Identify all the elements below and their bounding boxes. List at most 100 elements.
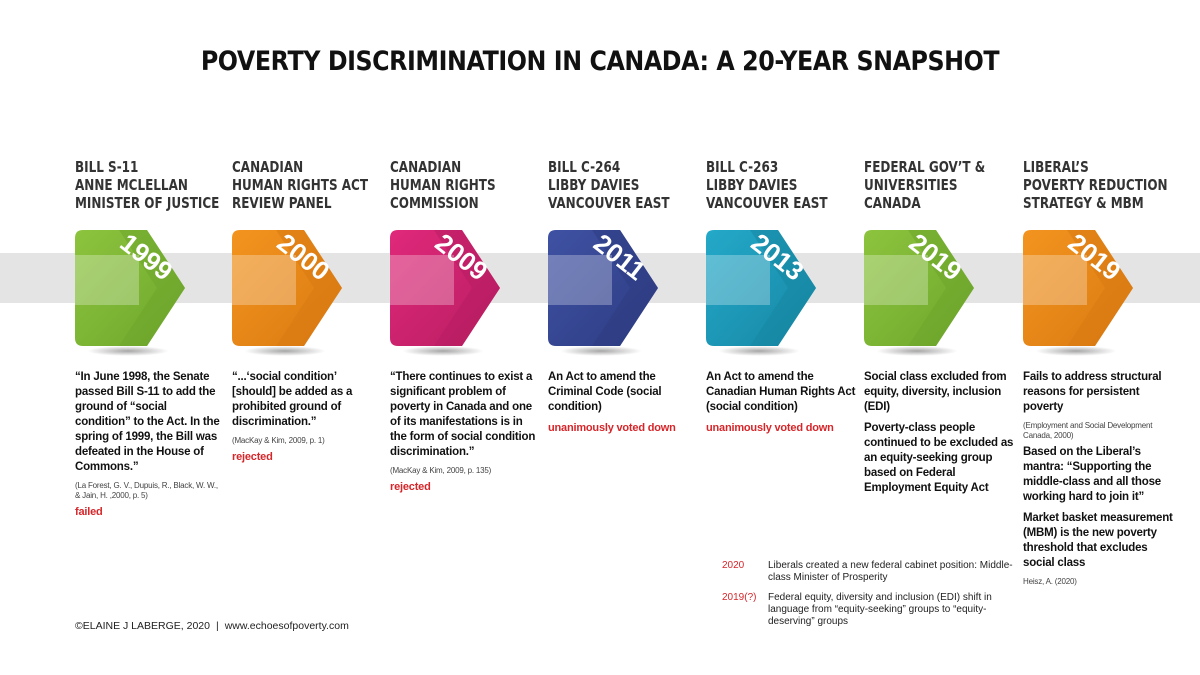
entry-heading: CANADIAN HUMAN RIGHTS COMMISSION (390, 158, 519, 218)
year-arrow-tile: 1999 (75, 230, 185, 346)
tile-band-overlay (390, 255, 454, 305)
tile-shadow (1035, 346, 1117, 356)
entry-heading: CANADIAN HUMAN RIGHTS ACT REVIEW PANEL (232, 158, 369, 218)
year-arrow-tile: 2000 (232, 230, 342, 346)
tile-fold (276, 230, 342, 346)
heading-line: ANNE MCLELLAN (75, 176, 188, 194)
entry-body: “...‘social condition’ [should] be added… (232, 370, 382, 465)
note-year: 2020 (722, 560, 745, 571)
heading-line: UNIVERSITIES (864, 176, 958, 194)
heading-line: CANADIAN (390, 158, 462, 176)
tile-shadow (402, 346, 484, 356)
heading-line: BILL C-264 (548, 158, 621, 176)
entry-body: “There continues to exist a significant … (390, 370, 540, 495)
website-link[interactable]: www.echoesofpoverty.com (224, 620, 349, 632)
tile-shadow (718, 346, 800, 356)
heading-line: POVERTY REDUCTION (1023, 176, 1168, 194)
tile-band-overlay (706, 255, 770, 305)
heading-line: BILL C-263 (706, 158, 779, 176)
heading-line: LIBBY DAVIES (548, 176, 640, 194)
heading-line: HUMAN RIGHTS (390, 176, 496, 194)
body-paragraph: Social class excluded from equity, diver… (864, 371, 1007, 413)
entry-heading: LIBERAL’S POVERTY REDUCTION STRATEGY & MBM (1023, 158, 1168, 218)
heading-line: MINISTER OF JUSTICE (75, 194, 220, 212)
tile-band-overlay (548, 255, 612, 305)
entry-body: An Act to amend the Canadian Human Right… (706, 370, 856, 436)
heading-line: LIBERAL’S (1023, 158, 1089, 176)
entry-heading: BILL S-11 ANNE MCLELLAN MINISTER OF JUSTIC… (75, 158, 220, 218)
citation: (Employment and Social Development Canad… (1023, 421, 1153, 440)
timeline-entry: CANADIAN HUMAN RIGHTS ACT REVIEW PANEL 2000… (232, 158, 382, 463)
tile-band-overlay (232, 255, 296, 305)
tile-fold (750, 230, 816, 346)
heading-line: BILL S-11 (75, 158, 139, 176)
timeline-entry: FEDERAL GOV’T & UNIVERSITIES CANADA 2019 Soc… (864, 158, 1014, 494)
notes: 2020 Liberals created a new federal cabi… (722, 560, 1022, 636)
tile-band-overlay (75, 255, 139, 305)
status-label: rejected (390, 481, 431, 493)
heading-line: CANADA (864, 194, 921, 212)
citation: Heisz, A. (2020) (1023, 577, 1077, 586)
citation: (MacKay & Kim, 2009, p. 1) (232, 436, 325, 445)
body-paragraph: Based on the Liberal’s mantra: “Supporti… (1023, 446, 1161, 503)
copyright: ©ELAINE J LABERGE, 2020 (75, 620, 210, 632)
year-arrow-tile: 2011 (548, 230, 658, 346)
entry-heading: FEDERAL GOV’T & UNIVERSITIES CANADA (864, 158, 993, 218)
heading-line: REVIEW PANEL (232, 194, 332, 212)
note-item: 2019(?) Federal equity, diversity and in… (722, 592, 1022, 628)
citation: (MacKay & Kim, 2009, p. 135) (390, 466, 492, 475)
footer: ©ELAINE J LABERGE, 2020 | www.echoesofpove… (75, 620, 349, 632)
status-label: unanimously voted down (706, 422, 834, 434)
body-paragraph: “There continues to exist a significant … (390, 371, 536, 458)
status-label: rejected (232, 451, 273, 463)
heading-line: COMMISSION (390, 194, 479, 212)
entry-heading: BILL C-263 LIBBY DAVIES VANCOUVER EAST (706, 158, 835, 218)
citation: (La Forest, G. V., Dupuis, R., Black, W.… (75, 481, 218, 500)
status-label: failed (75, 506, 103, 518)
body-paragraph: An Act to amend the Criminal Code (socia… (548, 371, 662, 413)
body-paragraph: Fails to address structural reasons for … (1023, 371, 1162, 413)
timeline-entry: LIBERAL’S POVERTY REDUCTION STRATEGY & MBM… (1023, 158, 1173, 586)
body-paragraph: “In June 1998, the Senate passed Bill S-… (75, 371, 220, 473)
timeline-entry: BILL C-264 LIBBY DAVIES VANCOUVER EAST 2011… (548, 158, 698, 434)
heading-line: LIBBY DAVIES (706, 176, 798, 194)
note-item: 2020 Liberals created a new federal cabi… (722, 560, 1022, 584)
entry-body: An Act to amend the Criminal Code (socia… (548, 370, 698, 436)
entry-body: “In June 1998, the Senate passed Bill S-… (75, 370, 225, 520)
body-paragraph: Poverty-class people continued to be exc… (864, 422, 1014, 494)
note-year: 2019(?) (722, 592, 757, 603)
tile-shadow (876, 346, 958, 356)
footer-separator: | (215, 620, 219, 632)
entry-body: Fails to address structural reasons for … (1023, 370, 1173, 591)
tile-fold (592, 230, 658, 346)
entry-body: Social class excluded from equity, diver… (864, 370, 1014, 502)
page-title: POVERTY DISCRIMINATION IN CANADA: A 20-Y… (200, 46, 1000, 77)
heading-line: HUMAN RIGHTS ACT (232, 176, 369, 194)
year-arrow-tile: 2013 (706, 230, 816, 346)
heading-line: CANADIAN (232, 158, 304, 176)
tile-shadow (244, 346, 326, 356)
note-text: Federal equity, diversity and inclusion … (768, 592, 992, 627)
heading-line: STRATEGY & MBM (1023, 194, 1144, 212)
status-label: unanimously voted down (548, 422, 676, 434)
tile-band-overlay (864, 255, 928, 305)
body-paragraph: “...‘social condition’ [should] be added… (232, 371, 353, 428)
year-arrow-tile: 2019 (864, 230, 974, 346)
heading-line: VANCOUVER EAST (706, 194, 828, 212)
tile-shadow (560, 346, 642, 356)
entry-heading: BILL C-264 LIBBY DAVIES VANCOUVER EAST (548, 158, 677, 218)
body-paragraph: Market basket measurement (MBM) is the n… (1023, 512, 1173, 569)
tile-shadow (87, 346, 169, 356)
tile-fold (908, 230, 974, 346)
tile-fold (119, 230, 185, 346)
timeline-entry: CANADIAN HUMAN RIGHTS COMMISSION 2009 “There… (390, 158, 540, 493)
timeline-entry: BILL S-11 ANNE MCLELLAN MINISTER OF JUSTIC… (75, 158, 225, 518)
note-text: Liberals created a new federal cabinet p… (768, 560, 1013, 583)
tile-fold (1067, 230, 1133, 346)
heading-line: VANCOUVER EAST (548, 194, 670, 212)
heading-line: FEDERAL GOV’T & (864, 158, 986, 176)
tile-band-overlay (1023, 255, 1087, 305)
year-arrow-tile: 2019 (1023, 230, 1133, 346)
timeline-entry: BILL C-263 LIBBY DAVIES VANCOUVER EAST 2013… (706, 158, 856, 434)
body-paragraph: An Act to amend the Canadian Human Right… (706, 371, 856, 413)
